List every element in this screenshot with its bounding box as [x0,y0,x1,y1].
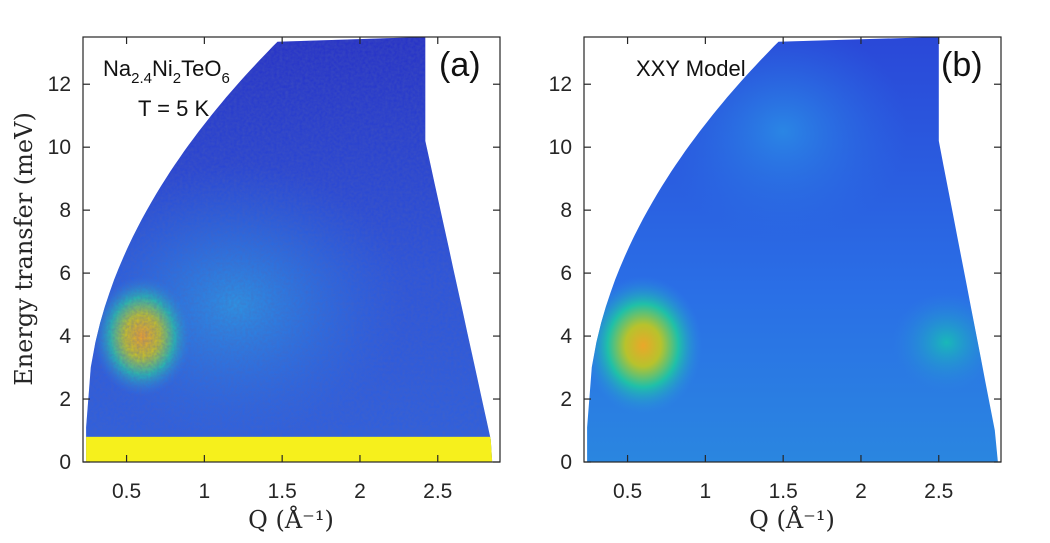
panel-b-x-tick-label: 1 [700,480,712,503]
panel-b-x-axis-title: Q (Å⁻¹) [749,505,835,534]
panel-a-y-axis-title: Energy transfer (meV) [10,112,38,386]
panel-b-model-label: XXY Model [636,56,746,81]
panel-a-y-tick-label: 0 [59,451,71,474]
panel-a-y-ticks: 0 2 4 6 8 10 12 [48,73,500,474]
panel-b-y-tick-label: 12 [549,73,572,96]
panel-a-formula: Na2.4Ni2TeO6 [103,56,230,87]
panel-a-y-tick-label: 4 [59,325,71,348]
panel-b-x-tick-label: 0.5 [613,480,642,503]
panel-a-elastic-line [86,436,493,462]
panel-a-x-tick-label: 2.5 [423,480,452,503]
panel-b-x-tick-label: 2 [855,480,867,503]
panel-b-y-tick-label: 4 [560,325,572,348]
panel-b: 0.5 1 1.5 2 2.5 0 2 4 6 8 10 12 XXY Model (b) Q (Å… [549,36,1002,534]
panel-b-y-tick-label: 8 [560,199,572,222]
panel-b-x-ticks: 0.5 1 1.5 2 2.5 [613,37,953,503]
panel-a-heatmap [86,37,493,462]
panel-b-excitation-peak [587,276,703,415]
panel-a-y-tick-label: 10 [48,136,71,159]
panel-b-label: (b) [941,46,983,84]
panel-a-x-ticks: 0.5 1 1.5 2 2.5 [112,37,452,503]
panel-a-x-tick-label: 2 [354,480,366,503]
panel-b-heatmap [587,37,998,462]
panel-b-axes-frame [583,36,1002,463]
panel-b-y-ticks: 0 2 4 6 8 10 12 [549,73,1001,474]
panel-a-x-tick-label: 1 [199,480,211,503]
panel-b-secondary-maximum [892,292,998,393]
panel-a-y-tick-label: 6 [59,262,71,285]
panel-a-axes-frame [82,36,501,463]
panel-a-y-tick-label: 12 [48,73,71,96]
panel-a-y-tick-label: 2 [59,388,71,411]
panel-a-y-tick-label: 8 [59,199,71,222]
panel-b-y-tick-label: 0 [560,451,572,474]
panel-a-x-tick-label: 1.5 [268,480,297,503]
panel-a-label: (a) [439,46,481,84]
panel-b-y-tick-label: 2 [560,388,572,411]
panel-a-x-tick-label: 0.5 [112,480,141,503]
panel-b-y-tick-label: 10 [549,136,572,159]
panel-a-x-axis-title: Q (Å⁻¹) [248,505,334,534]
panel-a: 0.5 1 1.5 2 2.5 0 2 4 6 8 10 12 Na2.4Ni2TeO6 T = 5… [10,36,501,534]
panel-b-upper-continuum [658,37,908,242]
panel-b-y-tick-label: 6 [560,262,572,285]
panel-b-x-tick-label: 1.5 [769,480,798,503]
panel-a-temperature: T = 5 K [138,96,209,121]
panel-b-x-tick-label: 2.5 [924,480,953,503]
